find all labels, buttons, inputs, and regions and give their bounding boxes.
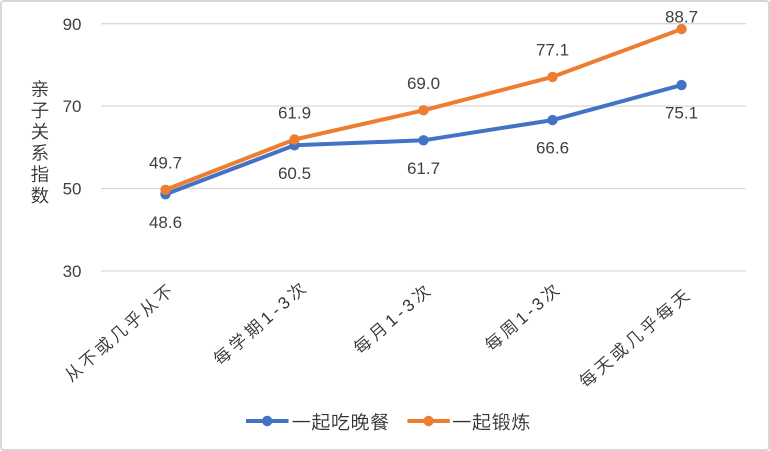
svg-text:30: 30 (63, 262, 82, 281)
svg-text:66.6: 66.6 (536, 139, 569, 158)
svg-text:61.7: 61.7 (407, 159, 440, 178)
svg-text:90: 90 (63, 15, 82, 34)
svg-text:69.0: 69.0 (407, 74, 440, 93)
svg-text:49.7: 49.7 (149, 154, 182, 173)
svg-text:77.1: 77.1 (536, 41, 569, 60)
svg-text:50: 50 (63, 180, 82, 199)
svg-text:70: 70 (63, 97, 82, 116)
svg-text:61.9: 61.9 (278, 103, 311, 122)
svg-text:60.5: 60.5 (278, 164, 311, 183)
svg-text:88.7: 88.7 (665, 7, 698, 26)
svg-text:48.6: 48.6 (149, 213, 182, 232)
svg-text:75.1: 75.1 (665, 104, 698, 123)
